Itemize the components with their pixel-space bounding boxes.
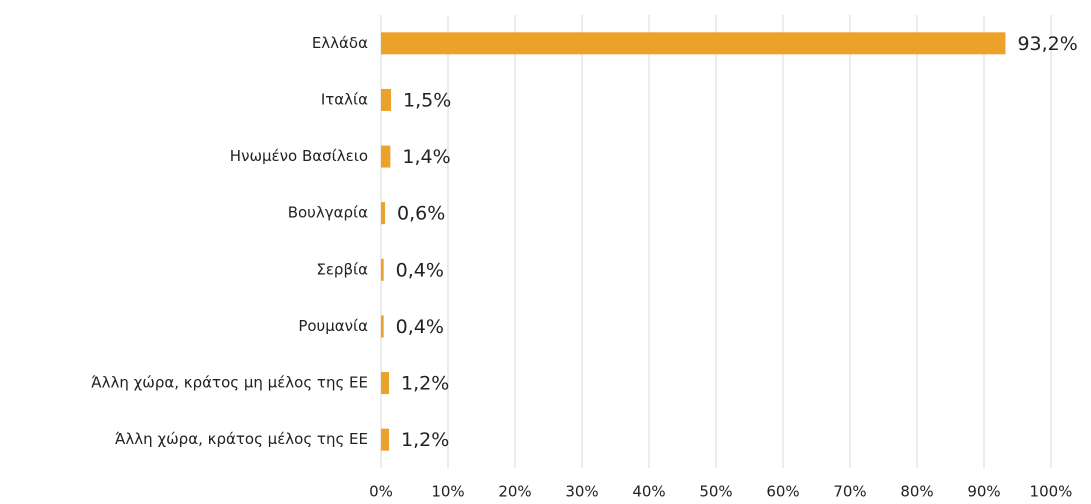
x-tick-label: 10% xyxy=(431,483,464,501)
x-tick-label: 80% xyxy=(900,483,933,501)
x-tick-label: 60% xyxy=(766,483,799,501)
x-tick-label: 20% xyxy=(498,483,531,501)
value-label: 1,2% xyxy=(401,373,449,395)
y-tick-label: Ιταλία xyxy=(321,90,368,108)
x-tick-label: 40% xyxy=(632,483,665,501)
y-tick-label: Άλλη χώρα, κράτος μέλος της ΕΕ xyxy=(115,430,368,448)
bar xyxy=(381,88,392,111)
value-label: 0,4% xyxy=(396,259,444,281)
value-label: 0,4% xyxy=(396,316,444,338)
bar xyxy=(381,202,386,225)
value-label: 0,6% xyxy=(397,203,445,225)
bar xyxy=(381,32,1006,55)
y-tick-label: Ρουμανία xyxy=(298,317,368,335)
y-tick-label: Σερβία xyxy=(316,260,368,278)
x-tick-label: 0% xyxy=(369,483,393,501)
bar xyxy=(381,315,384,338)
bar xyxy=(381,372,390,395)
bar xyxy=(381,258,384,281)
x-tick-label: 50% xyxy=(699,483,732,501)
value-label: 1,4% xyxy=(402,146,450,168)
x-tick-label: 70% xyxy=(833,483,866,501)
bar xyxy=(381,428,390,451)
y-tick-label: Ελλάδα xyxy=(312,34,368,52)
x-tick-label: 100% xyxy=(1030,483,1073,501)
bar xyxy=(381,145,391,168)
x-tick-label: 30% xyxy=(565,483,598,501)
y-tick-label: Ηνωμένο Βασίλειο xyxy=(230,147,368,165)
x-tick-label: 90% xyxy=(967,483,1000,501)
y-tick-label: Άλλη χώρα, κράτος μη μέλος της ΕΕ xyxy=(91,374,368,392)
y-tick-label: Βουλγαρία xyxy=(288,204,368,222)
value-label: 1,2% xyxy=(401,429,449,451)
value-label: 1,5% xyxy=(403,89,451,111)
value-label: 93,2% xyxy=(1017,33,1077,55)
